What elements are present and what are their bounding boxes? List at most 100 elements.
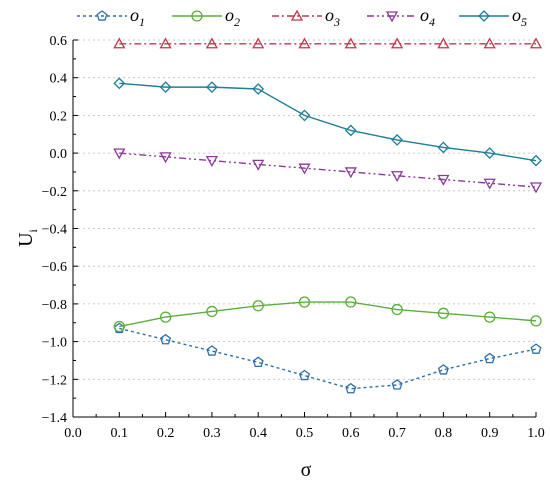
data-point [113, 77, 126, 90]
series-o1 [113, 322, 542, 394]
data-point [390, 37, 404, 49]
data-point [252, 159, 265, 171]
data-point [160, 333, 172, 345]
data-point [344, 124, 357, 137]
data-point [530, 154, 542, 167]
legend-marker [290, 9, 304, 21]
legend-label: o2 [225, 5, 240, 29]
data-point [483, 178, 496, 190]
y-tick-label: −1.2 [42, 373, 67, 388]
legend-item-o4: o4 [367, 5, 435, 29]
y-tick-label: −0.4 [42, 223, 67, 238]
legend-marker [96, 10, 108, 21]
data-point [529, 182, 543, 194]
data-point [483, 37, 496, 49]
data-point [205, 37, 219, 49]
legend-marker [385, 11, 399, 23]
series-line [119, 152, 537, 188]
x-tick-label: 0.4 [249, 426, 267, 441]
data-point [345, 382, 357, 394]
legend: o1 o2 o3 o4 o5 [77, 5, 527, 29]
x-tick-label: 0.5 [296, 426, 314, 441]
x-axis-label: σ [301, 459, 312, 481]
x-tick-label: 0.7 [388, 426, 406, 441]
data-point [483, 147, 496, 160]
data-point [345, 296, 357, 308]
data-point [298, 163, 311, 175]
data-point [391, 133, 404, 146]
data-point [437, 37, 450, 49]
data-point [484, 311, 496, 323]
y-tick-label: −1.4 [42, 411, 67, 426]
legend-label: o5 [512, 5, 527, 29]
data-point [159, 152, 172, 164]
data-point [113, 148, 126, 160]
axes: 0.6 0.4 0.2 0.0 −0.2 −0.4 −0.6 −0.8 −1.0 −1.2 −1.4… [42, 34, 545, 441]
legend-label: o4 [420, 5, 435, 29]
data-point [252, 83, 265, 95]
data-point [390, 171, 404, 183]
data-point [252, 300, 264, 312]
x-tick-label: 0.9 [481, 426, 499, 441]
data-point [391, 379, 403, 390]
y-axis-label-main: U [15, 232, 37, 247]
series-layer [113, 37, 543, 394]
y-tick-label: 0.0 [50, 147, 68, 162]
series-o4 [113, 148, 543, 194]
y-tick-label: 0.4 [50, 72, 68, 87]
series-o2 [113, 296, 542, 333]
data-point [206, 345, 218, 356]
data-point [205, 81, 218, 94]
data-point [205, 155, 219, 167]
x-tick-label: 0.3 [203, 426, 221, 441]
y-tick-label: 0.6 [50, 34, 68, 49]
data-point [484, 352, 496, 364]
data-point [437, 174, 450, 186]
legend-label: o3 [325, 5, 340, 29]
legend-marker [191, 10, 203, 22]
grid-lines [73, 39, 536, 380]
data-point [391, 303, 403, 316]
legend-marker [478, 10, 490, 22]
y-tick-label: −0.6 [42, 260, 67, 275]
data-point [298, 369, 311, 381]
data-point [298, 109, 311, 122]
data-point [529, 37, 543, 49]
y-axis-label-sub: i [26, 228, 40, 232]
series-o3 [113, 37, 543, 49]
series-o5 [113, 77, 542, 167]
data-point [344, 167, 357, 179]
data-point [159, 81, 172, 94]
legend-item-o5: o5 [459, 5, 527, 29]
y-tick-label: −0.2 [42, 185, 67, 200]
series-line [119, 82, 537, 162]
data-point [344, 37, 357, 49]
x-tick-label: 0.0 [64, 426, 82, 441]
data-point [437, 141, 450, 154]
series-line [119, 301, 537, 328]
y-axis-label: Ui [15, 228, 40, 246]
y-tick-label: −1.0 [42, 336, 67, 351]
data-point [298, 37, 311, 49]
data-point [437, 364, 449, 375]
data-point [159, 37, 172, 49]
data-point [206, 305, 218, 318]
legend-item-o1: o1 [77, 5, 145, 29]
data-point [530, 343, 542, 354]
data-point [298, 296, 311, 308]
data-point [252, 356, 264, 368]
data-point [113, 320, 125, 333]
legend-item-o3: o3 [272, 5, 340, 29]
data-point [113, 37, 126, 49]
legend-label: o1 [130, 5, 145, 29]
data-point [159, 311, 172, 323]
x-tick-label: 0.1 [111, 426, 129, 441]
legend-item-o2: o2 [172, 5, 240, 29]
x-tick-label: 1.0 [527, 426, 545, 441]
x-tick-label: 0.6 [342, 426, 360, 441]
data-point [437, 307, 450, 319]
data-point [530, 315, 542, 327]
data-point [252, 37, 265, 49]
x-tick-label: 0.8 [435, 426, 453, 441]
